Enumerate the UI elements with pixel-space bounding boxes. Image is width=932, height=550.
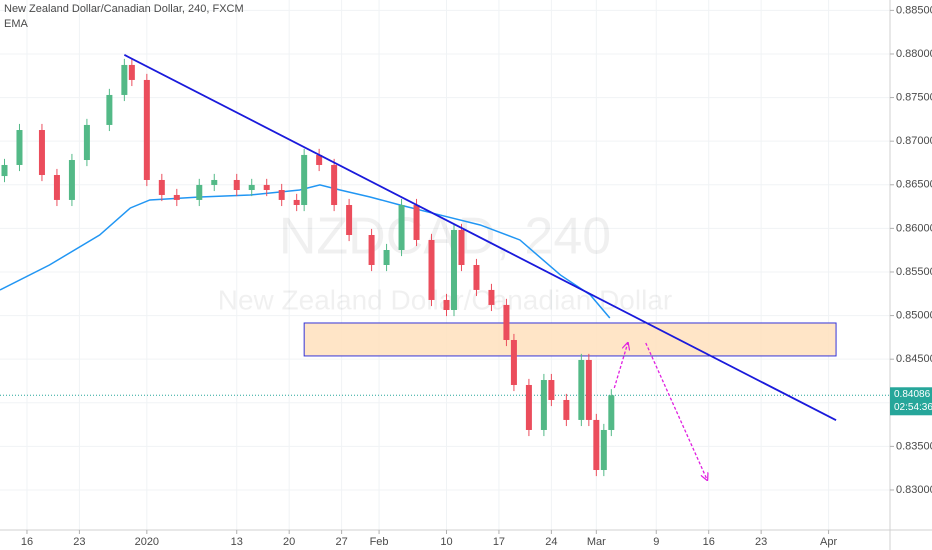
y-tick-label: 0.86000 bbox=[896, 222, 932, 234]
candle-body bbox=[173, 194, 180, 200]
candle-body bbox=[68, 160, 75, 200]
candle-body bbox=[600, 429, 607, 471]
candle-body bbox=[443, 299, 450, 310]
watermark-symbol: NZDCAD, 240 bbox=[279, 208, 611, 266]
x-tick-label: Apr bbox=[820, 536, 837, 548]
candle-body bbox=[548, 380, 555, 400]
x-tick-label: 23 bbox=[755, 536, 767, 548]
watermark-name: New Zealand Dollar/Canadian Dollar bbox=[218, 284, 672, 315]
x-tick-label: 27 bbox=[335, 536, 347, 548]
candle-body bbox=[563, 399, 570, 420]
candle-body bbox=[398, 205, 405, 251]
x-tick-label: 17 bbox=[493, 536, 505, 548]
candle-body bbox=[143, 79, 150, 180]
x-tick-label: Feb bbox=[370, 536, 389, 548]
candle-body bbox=[83, 124, 90, 161]
y-tick-label: 0.87500 bbox=[896, 91, 932, 103]
candle-body bbox=[585, 359, 592, 420]
candle-body bbox=[248, 184, 255, 191]
candle-body bbox=[428, 239, 435, 300]
last-price-box bbox=[890, 387, 932, 416]
candle-body bbox=[413, 205, 420, 240]
axes: 0.830000.835000.840000.845000.850000.855… bbox=[21, 4, 932, 548]
x-tick-label: 20 bbox=[283, 536, 295, 548]
candle-body bbox=[38, 130, 45, 176]
candle-body bbox=[458, 229, 465, 265]
projection-arrow bbox=[613, 343, 627, 389]
candle-body bbox=[510, 339, 517, 385]
candle-body bbox=[540, 380, 547, 430]
x-tick-label: 10 bbox=[440, 536, 452, 548]
x-tick-label: 16 bbox=[21, 536, 33, 548]
candle-body bbox=[16, 130, 23, 165]
candle-body bbox=[593, 419, 600, 471]
x-tick-label: 24 bbox=[545, 536, 557, 548]
candle-body bbox=[368, 235, 375, 265]
candle-body bbox=[316, 154, 323, 165]
x-tick-label: 9 bbox=[653, 536, 659, 548]
candle-body bbox=[488, 289, 495, 305]
x-tick-label: 16 bbox=[703, 536, 715, 548]
candle-body bbox=[473, 265, 480, 290]
countdown-label: 02:54:36 bbox=[894, 402, 932, 413]
plot bbox=[0, 54, 890, 480]
candle-body bbox=[106, 94, 113, 125]
candle-body bbox=[450, 229, 457, 310]
y-tick-label: 0.83500 bbox=[896, 440, 932, 452]
candle-body bbox=[301, 154, 308, 206]
candle-body bbox=[53, 175, 60, 200]
candle-body bbox=[383, 250, 390, 265]
candle-body bbox=[278, 190, 285, 200]
trendline bbox=[123, 54, 837, 422]
candle-body bbox=[128, 64, 135, 80]
supply-zone bbox=[303, 322, 837, 357]
candle-body bbox=[346, 205, 353, 236]
x-tick-label: 13 bbox=[231, 536, 243, 548]
candle-body bbox=[1, 164, 8, 177]
y-tick-label: 0.86500 bbox=[896, 179, 932, 191]
y-tick-label: 0.83000 bbox=[896, 484, 932, 496]
candle-body bbox=[263, 184, 270, 191]
candle-body bbox=[211, 179, 218, 185]
candle-body bbox=[331, 164, 338, 206]
candle-body bbox=[121, 64, 128, 95]
projection-arrow bbox=[645, 342, 707, 480]
candle-body bbox=[525, 384, 532, 430]
y-tick-label: 0.87000 bbox=[896, 135, 932, 147]
ema-line bbox=[0, 184, 611, 319]
indicator-label: EMA bbox=[4, 18, 29, 30]
candle-body bbox=[503, 304, 510, 340]
candle-body bbox=[578, 359, 585, 420]
candle-body bbox=[608, 395, 615, 430]
y-tick-label: 0.85000 bbox=[896, 309, 932, 321]
chart-title: New Zealand Dollar/Canadian Dollar, 240,… bbox=[4, 3, 244, 15]
y-tick-label: 0.85500 bbox=[896, 266, 932, 278]
y-tick-label: 0.88000 bbox=[896, 48, 932, 60]
y-tick-label: 0.84500 bbox=[896, 353, 932, 365]
y-tick-label: 0.88500 bbox=[896, 4, 932, 16]
candle-body bbox=[233, 179, 240, 191]
x-tick-label: 23 bbox=[73, 536, 85, 548]
x-tick-label: 2020 bbox=[135, 536, 159, 548]
x-tick-label: Mar bbox=[587, 536, 606, 548]
candle-body bbox=[293, 199, 300, 206]
candle-body bbox=[196, 184, 203, 200]
last-price-label: 0.84086 bbox=[894, 389, 931, 400]
candle-body bbox=[158, 179, 165, 195]
